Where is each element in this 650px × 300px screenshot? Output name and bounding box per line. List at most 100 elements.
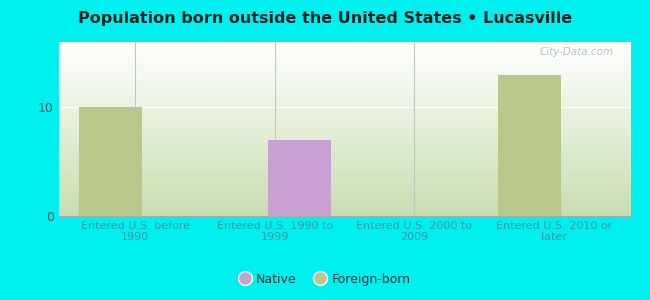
- Bar: [58, 172, 630, 173]
- Bar: [58, 91, 630, 92]
- Bar: [58, 114, 630, 115]
- Bar: [58, 157, 630, 158]
- Bar: [58, 54, 630, 55]
- Bar: [58, 75, 630, 76]
- Bar: [58, 115, 630, 116]
- Bar: [58, 138, 630, 139]
- Bar: [58, 126, 630, 127]
- Bar: [58, 167, 630, 168]
- Bar: [58, 170, 630, 171]
- Bar: [58, 191, 630, 192]
- Bar: [58, 85, 630, 86]
- Bar: [58, 173, 630, 174]
- Bar: [58, 166, 630, 167]
- Bar: [58, 151, 630, 152]
- Bar: [58, 120, 630, 121]
- Bar: [268, 140, 331, 216]
- Bar: [58, 83, 630, 84]
- Bar: [58, 57, 630, 58]
- Bar: [58, 96, 630, 97]
- Bar: [58, 159, 630, 160]
- Bar: [58, 204, 630, 205]
- Bar: [58, 185, 630, 186]
- Bar: [58, 49, 630, 50]
- Bar: [58, 201, 630, 202]
- Bar: [58, 176, 630, 177]
- Bar: [58, 131, 630, 132]
- Bar: [58, 141, 630, 142]
- Bar: [58, 200, 630, 201]
- Bar: [58, 135, 630, 136]
- Bar: [58, 56, 630, 57]
- Bar: [58, 118, 630, 119]
- Bar: [58, 44, 630, 45]
- Bar: [58, 184, 630, 185]
- Bar: [58, 50, 630, 51]
- Bar: [58, 149, 630, 150]
- Bar: [58, 104, 630, 105]
- Bar: [58, 67, 630, 68]
- Bar: [58, 73, 630, 74]
- Bar: [58, 52, 630, 53]
- Bar: [58, 171, 630, 172]
- Bar: [58, 88, 630, 89]
- Bar: [58, 68, 630, 69]
- Bar: [58, 105, 630, 106]
- Bar: [58, 71, 630, 72]
- Bar: [58, 190, 630, 191]
- Bar: [58, 98, 630, 99]
- Bar: [58, 60, 630, 61]
- Bar: [58, 208, 630, 209]
- Bar: [58, 107, 630, 108]
- Bar: [58, 119, 630, 120]
- Bar: [58, 212, 630, 213]
- Bar: [58, 102, 630, 103]
- Bar: [58, 214, 630, 215]
- Bar: [58, 80, 630, 81]
- Bar: [58, 140, 630, 141]
- Bar: [58, 179, 630, 180]
- Bar: [58, 162, 630, 163]
- Bar: [58, 87, 630, 88]
- Bar: [58, 113, 630, 114]
- Bar: [58, 158, 630, 159]
- Bar: [58, 203, 630, 204]
- Bar: [58, 130, 630, 131]
- Bar: [58, 175, 630, 176]
- Bar: [58, 100, 630, 101]
- Bar: [58, 177, 630, 178]
- Bar: [79, 107, 142, 216]
- Bar: [58, 65, 630, 66]
- Bar: [58, 215, 630, 216]
- Bar: [58, 207, 630, 208]
- Bar: [58, 213, 630, 214]
- Bar: [58, 78, 630, 79]
- Bar: [58, 154, 630, 155]
- Bar: [58, 128, 630, 129]
- Bar: [58, 147, 630, 148]
- Bar: [58, 69, 630, 70]
- Bar: [58, 139, 630, 140]
- Bar: [58, 142, 630, 143]
- Bar: [58, 206, 630, 207]
- Bar: [58, 181, 630, 182]
- Bar: [58, 77, 630, 78]
- Bar: [58, 86, 630, 87]
- Bar: [58, 53, 630, 54]
- Bar: [58, 82, 630, 83]
- Bar: [58, 127, 630, 128]
- Bar: [58, 42, 630, 43]
- Bar: [58, 210, 630, 211]
- Bar: [58, 94, 630, 95]
- Bar: [58, 125, 630, 126]
- Bar: [58, 108, 630, 109]
- Bar: [58, 103, 630, 104]
- Bar: [58, 165, 630, 166]
- Bar: [58, 76, 630, 77]
- Bar: [58, 106, 630, 107]
- Bar: [58, 112, 630, 113]
- Bar: [58, 133, 630, 134]
- Bar: [58, 122, 630, 123]
- Bar: [58, 62, 630, 63]
- Bar: [58, 55, 630, 56]
